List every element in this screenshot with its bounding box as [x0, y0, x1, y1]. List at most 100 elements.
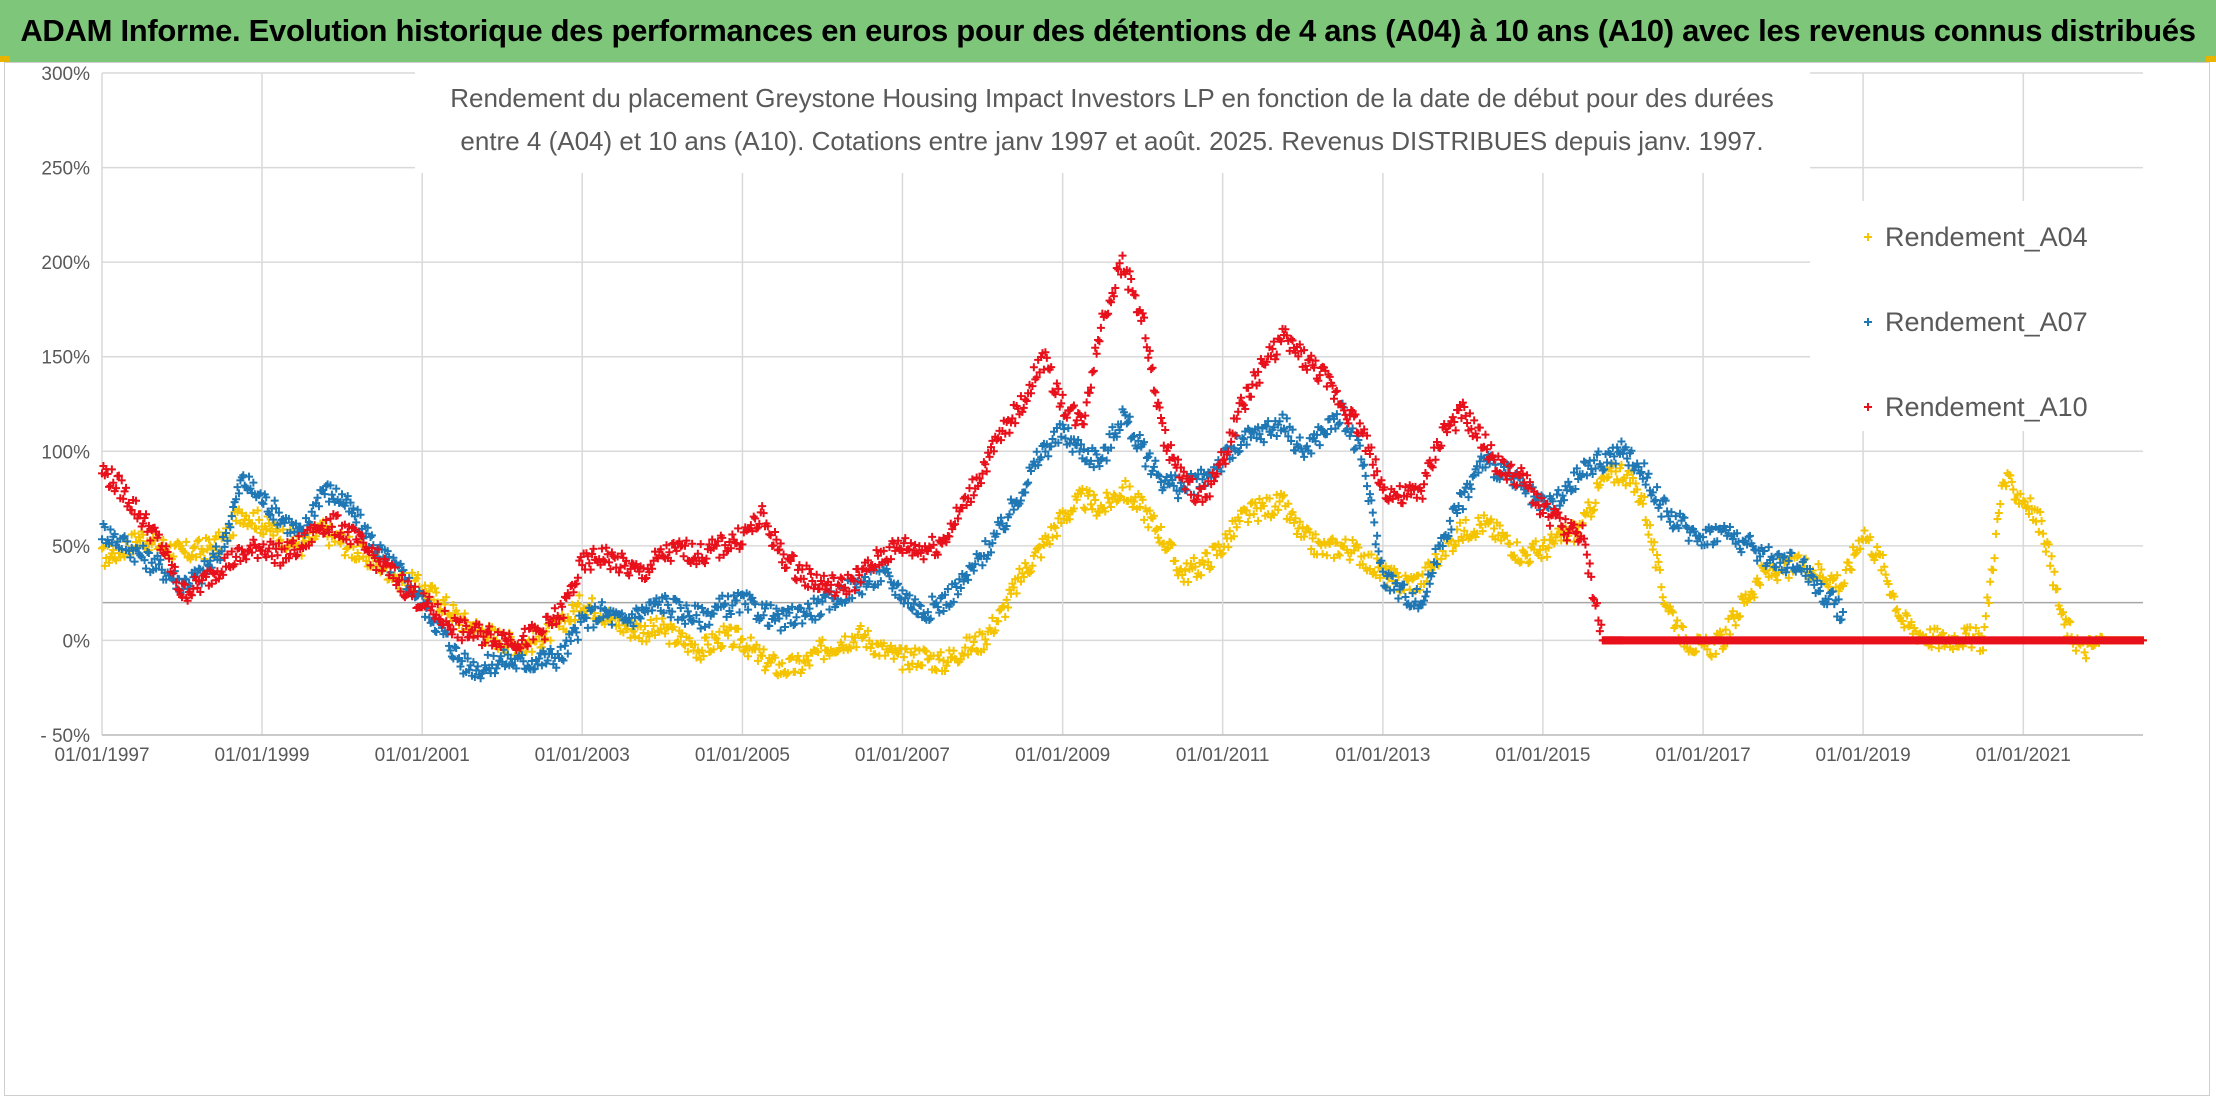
data-point	[1893, 605, 1902, 614]
data-point	[1151, 456, 1160, 465]
data-point	[450, 642, 459, 651]
data-point	[1328, 381, 1337, 390]
data-point	[1022, 396, 1031, 405]
data-point	[2046, 561, 2055, 570]
data-point	[1461, 516, 1470, 525]
data-point	[744, 652, 753, 661]
data-point	[852, 643, 861, 652]
data-point	[817, 641, 826, 650]
data-point	[336, 528, 345, 537]
data-point	[1981, 612, 1990, 621]
data-point	[280, 544, 289, 553]
data-point	[646, 615, 655, 624]
data-point	[537, 661, 546, 670]
data-point	[792, 613, 801, 622]
data-point	[236, 556, 245, 565]
data-point	[1451, 541, 1460, 550]
data-point	[1347, 405, 1356, 414]
data-point	[1115, 491, 1124, 500]
data-point	[721, 541, 730, 550]
data-point	[207, 579, 216, 588]
data-point	[625, 571, 634, 580]
data-point	[469, 633, 478, 642]
data-point	[1591, 498, 1600, 507]
data-point	[1425, 579, 1434, 588]
data-point	[884, 568, 893, 577]
data-point	[1445, 421, 1454, 430]
data-point	[863, 626, 872, 635]
data-point	[1184, 477, 1193, 486]
data-point	[1524, 559, 1533, 568]
data-point	[1422, 471, 1431, 480]
data-point	[270, 496, 279, 505]
data-point	[1300, 452, 1309, 461]
data-point	[763, 522, 772, 531]
data-point	[1294, 524, 1303, 533]
data-point	[304, 533, 313, 542]
data-point	[1351, 410, 1360, 419]
data-point	[1302, 442, 1311, 451]
data-point	[1621, 481, 1630, 490]
data-point	[909, 650, 918, 659]
data-point	[1392, 579, 1401, 588]
data-point	[1145, 506, 1154, 515]
data-point	[761, 666, 770, 675]
data-point	[2139, 636, 2147, 645]
data-point	[1640, 493, 1649, 502]
data-point	[1044, 452, 1053, 461]
data-point	[1011, 419, 1020, 428]
data-point	[385, 571, 394, 580]
data-point	[766, 531, 775, 540]
data-point	[1176, 478, 1185, 487]
data-point	[642, 637, 651, 646]
data-point	[1370, 518, 1379, 527]
data-point	[1367, 443, 1376, 452]
data-point	[1644, 469, 1653, 478]
data-point	[1197, 465, 1206, 474]
data-point	[700, 559, 709, 568]
data-point	[459, 627, 468, 636]
data-point	[1102, 488, 1111, 497]
data-point	[1298, 523, 1307, 532]
data-point	[1381, 583, 1390, 592]
data-point	[1537, 494, 1546, 503]
data-point	[1035, 368, 1044, 377]
data-point	[1368, 460, 1377, 469]
data-point	[1028, 382, 1037, 391]
data-point	[1638, 474, 1647, 483]
data-point	[1342, 415, 1351, 424]
data-point	[879, 639, 888, 648]
data-point	[911, 595, 920, 604]
data-point	[630, 632, 639, 641]
data-point	[1071, 421, 1080, 430]
data-point	[343, 527, 352, 536]
data-point	[671, 594, 680, 603]
data-point	[1149, 511, 1158, 520]
data-point	[573, 599, 582, 608]
data-point	[1210, 477, 1219, 486]
data-point	[1128, 503, 1137, 512]
data-point	[519, 657, 528, 666]
data-point	[1131, 291, 1140, 300]
data-point	[940, 666, 949, 675]
data-point	[1009, 583, 1018, 592]
data-point	[1817, 565, 1826, 574]
data-point	[165, 554, 174, 563]
data-point	[1301, 362, 1310, 371]
data-point	[1168, 540, 1177, 549]
data-point	[1147, 365, 1156, 374]
data-point	[1561, 515, 1570, 524]
data-point	[1159, 539, 1168, 548]
data-point	[1202, 549, 1211, 558]
data-point	[537, 628, 546, 637]
data-point	[353, 548, 362, 557]
data-point	[1266, 352, 1275, 361]
data-point	[1229, 532, 1238, 541]
data-point	[1156, 523, 1165, 532]
data-point	[549, 614, 558, 623]
data-point	[565, 591, 574, 600]
data-point	[1640, 459, 1649, 468]
data-point	[586, 565, 595, 574]
data-point	[640, 622, 649, 630]
data-point	[788, 602, 797, 611]
